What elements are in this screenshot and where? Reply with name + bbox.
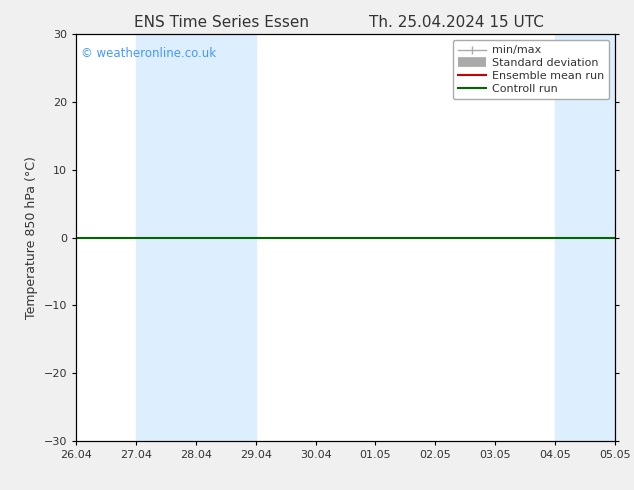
Text: ENS Time Series Essen: ENS Time Series Essen [134, 15, 309, 30]
Legend: min/max, Standard deviation, Ensemble mean run, Controll run: min/max, Standard deviation, Ensemble me… [453, 40, 609, 99]
Text: © weatheronline.co.uk: © weatheronline.co.uk [81, 47, 217, 59]
Text: Th. 25.04.2024 15 UTC: Th. 25.04.2024 15 UTC [369, 15, 544, 30]
Y-axis label: Temperature 850 hPa (°C): Temperature 850 hPa (°C) [25, 156, 38, 319]
Bar [136, 34, 256, 441]
Bar [615, 34, 634, 441]
Bar [555, 34, 615, 441]
